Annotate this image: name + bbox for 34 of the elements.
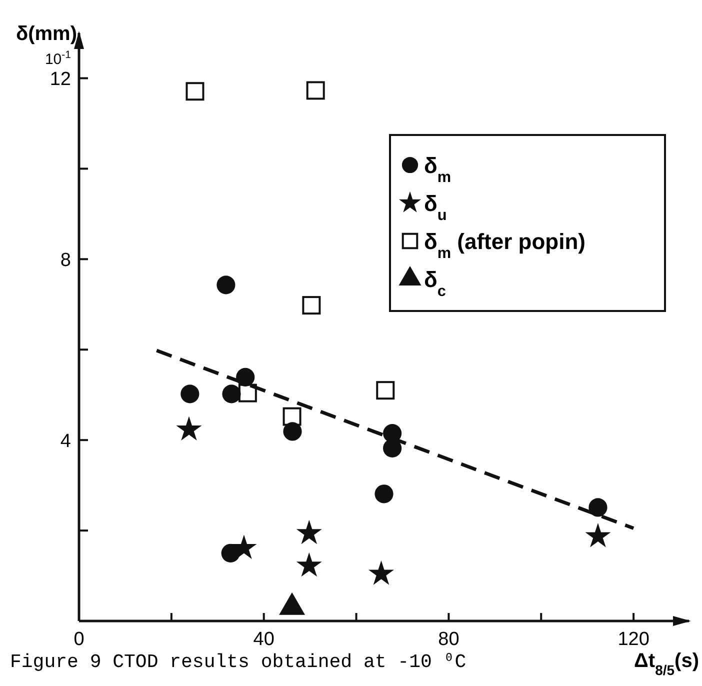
point xyxy=(368,560,394,585)
point xyxy=(176,416,202,441)
legend-label: δ$_{m}$ (after popin) xyxy=(424,229,586,262)
point xyxy=(306,81,325,100)
point xyxy=(374,484,394,504)
point xyxy=(231,534,257,560)
y-tick-label: 12 xyxy=(50,69,71,90)
y-tick-label: 8 xyxy=(60,250,71,272)
point xyxy=(221,544,240,562)
point xyxy=(588,498,608,517)
legend-label: δ$_{m}$ xyxy=(424,153,452,186)
point xyxy=(302,296,321,315)
point xyxy=(238,384,257,402)
x-axis-title: Δt$_{8/5}$(s) xyxy=(634,650,699,678)
legend-label: δ$_{c}$ xyxy=(424,267,446,300)
point xyxy=(383,438,402,458)
y-tick-label: 4 xyxy=(60,431,72,452)
point xyxy=(282,407,302,426)
point xyxy=(585,522,611,548)
x-tick-label: 80 xyxy=(438,629,460,650)
point xyxy=(296,520,322,544)
point xyxy=(180,384,200,404)
point xyxy=(376,381,395,400)
point xyxy=(186,82,204,101)
text: 10$^{-1}$ xyxy=(44,49,72,68)
point xyxy=(296,552,322,577)
y-axis-title: δ(mm) xyxy=(16,23,77,45)
x-tick-label: 0 xyxy=(74,629,84,650)
caption: Figure 9 CTOD results obtained at -10 ⁰C xyxy=(10,651,466,673)
legend-label: δ$_{u}$ xyxy=(424,191,447,224)
x-tick-label: 120 xyxy=(618,629,650,650)
x-tick-label: 40 xyxy=(253,629,274,650)
point xyxy=(216,276,236,294)
point xyxy=(222,384,241,404)
